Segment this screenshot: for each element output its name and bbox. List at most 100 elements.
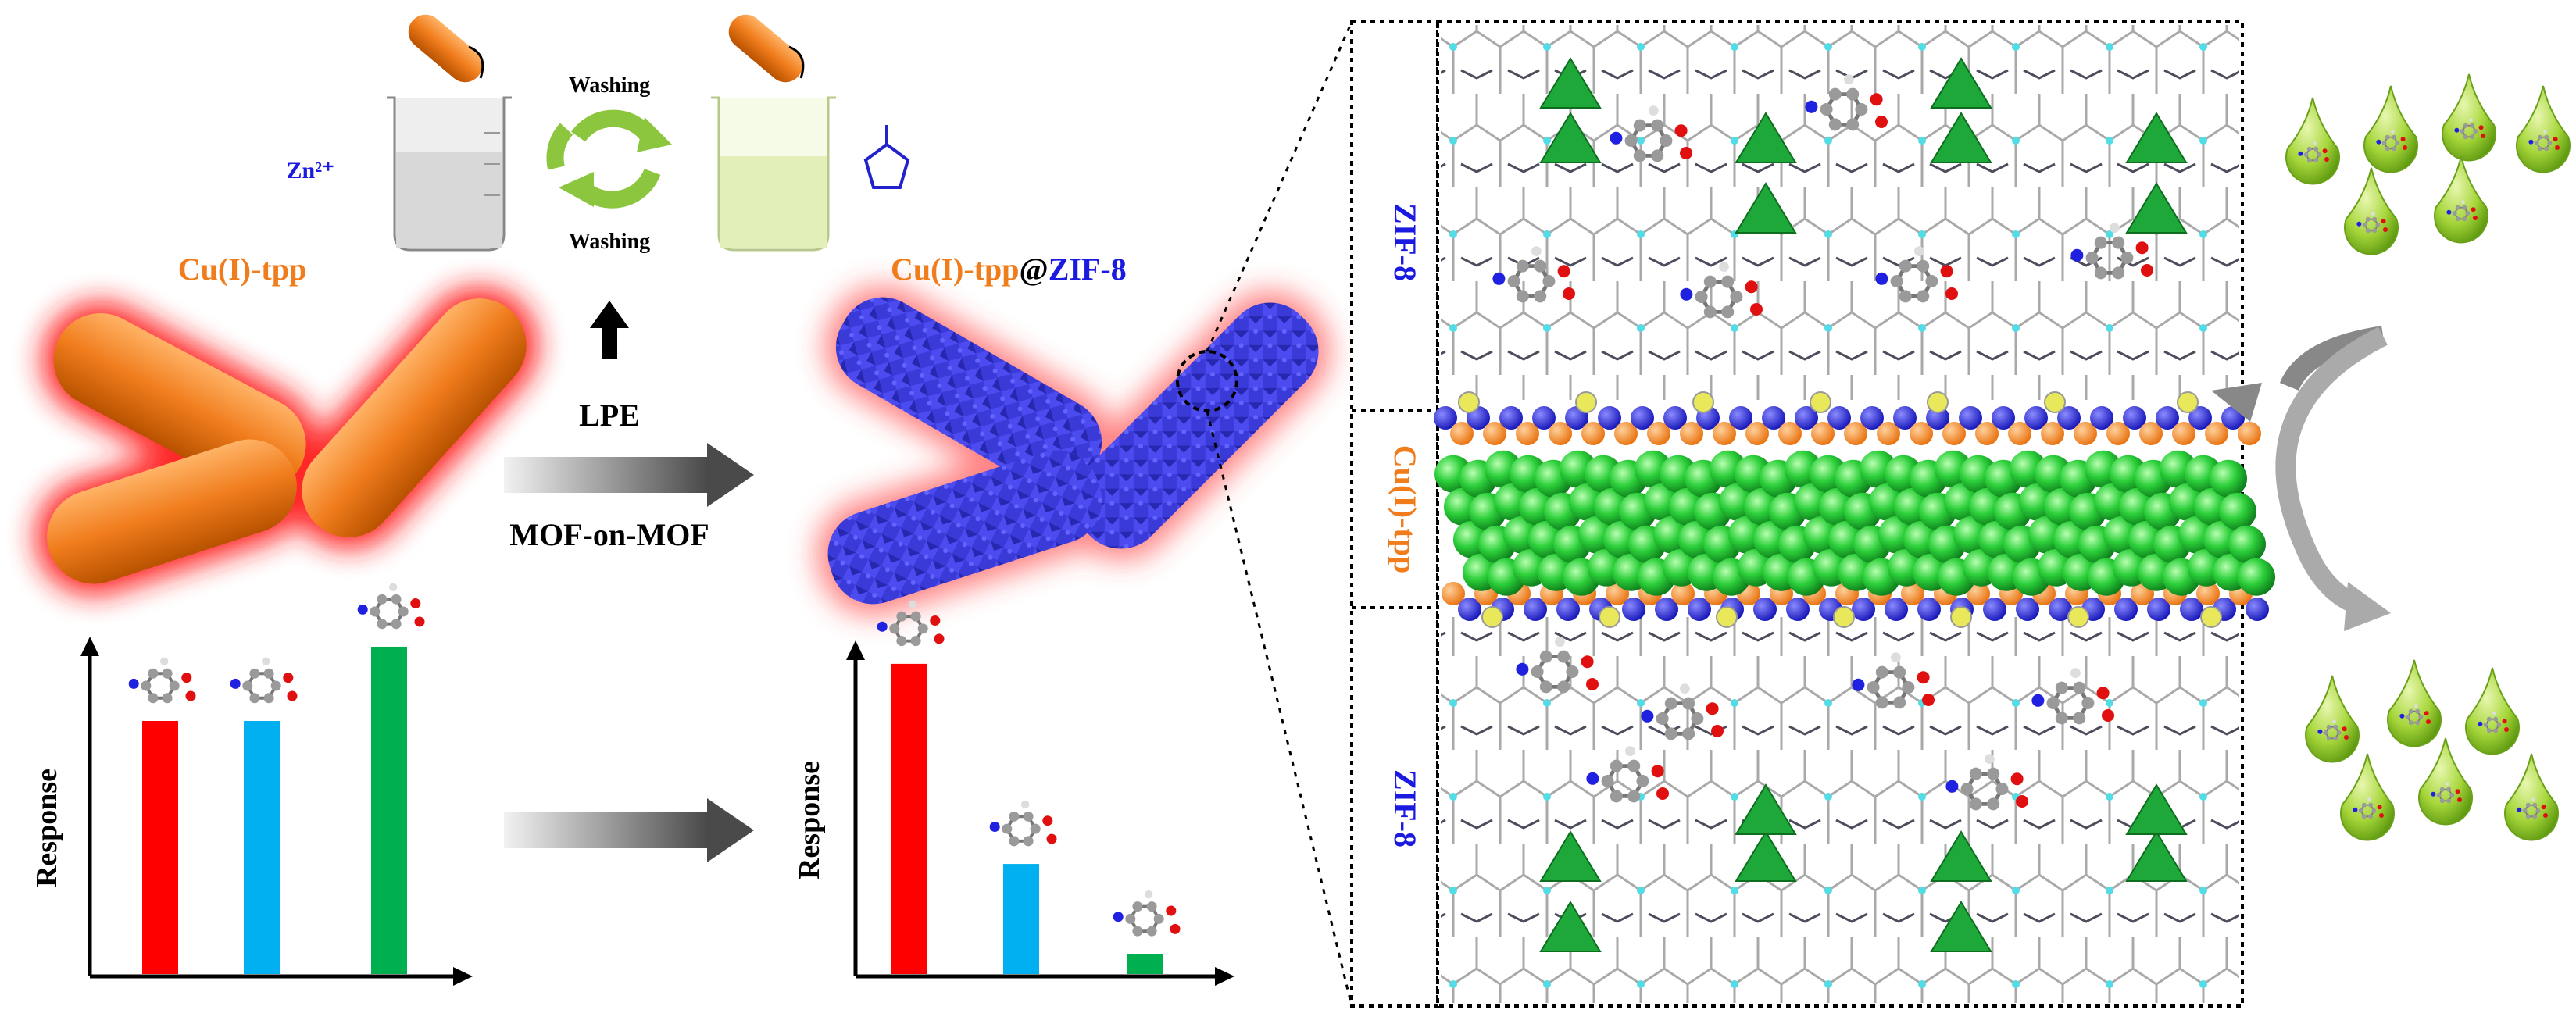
p-atom: [2200, 606, 2222, 628]
n-atom: [1688, 598, 1711, 621]
guest-molecule: [1516, 637, 1599, 694]
cu-atom: [1671, 582, 1695, 605]
n-atom: [1917, 598, 1941, 621]
zoom-lines: [1206, 21, 1353, 1007]
zn-tetrahedron: [1930, 112, 1992, 163]
cu-atom: [1942, 422, 1966, 445]
n-atom: [1762, 406, 1785, 430]
droplet-icon: [2442, 73, 2496, 162]
cu-tpp-zif8-rods: [816, 285, 1331, 616]
zn-tetrahedron: [1735, 783, 1797, 835]
washing-top-label: Washing: [569, 73, 650, 98]
beaker-linker-icon: [711, 14, 836, 252]
cu-atom: [1745, 422, 1769, 445]
material-after-at: @: [1019, 252, 1048, 287]
droplet-icon: [2418, 737, 2473, 826]
n-atom: [1885, 598, 1908, 621]
cu-atom: [2074, 422, 2097, 445]
cl-atom: [2219, 492, 2256, 530]
n-atom: [2090, 406, 2113, 430]
molecule-icon: [877, 600, 945, 647]
guest-molecule: [1875, 246, 1958, 303]
zn-tetrahedron: [1735, 112, 1797, 163]
n-atom: [1992, 406, 2015, 430]
response-arrow: [504, 798, 754, 862]
p-atom: [1950, 606, 1972, 628]
droplet-icon: [2434, 155, 2488, 244]
guest-molecule: [1945, 754, 2028, 811]
beaker-zn-icon: [387, 14, 512, 252]
droplet-icon: [2363, 85, 2418, 173]
droplets-bottom: [2305, 659, 2559, 841]
zn-tetrahedron: [2125, 182, 2188, 234]
n-atom: [2156, 406, 2179, 430]
droplet-icon: [2465, 667, 2520, 755]
guest-molecule: [1805, 74, 1888, 131]
n-atom: [2057, 406, 2081, 430]
label-column: [1350, 20, 1439, 1008]
n-atom: [1729, 406, 1752, 430]
p-atom: [2177, 391, 2199, 413]
n-atom: [1893, 406, 1917, 430]
up-arrow-icon: [590, 301, 629, 359]
guest-molecule: [2070, 223, 2153, 280]
cl-atom: [2210, 459, 2247, 498]
droplet-icon: [2344, 167, 2399, 255]
guest-molecule: [1852, 652, 1935, 709]
imidazole-icon: [863, 125, 910, 189]
n-atom: [1631, 406, 1654, 430]
p-atom: [1833, 606, 1855, 628]
cu-atom: [1877, 422, 1900, 445]
zn-tetrahedron: [1735, 830, 1797, 882]
n-atom: [2123, 406, 2146, 430]
bar-right-2: [1003, 864, 1039, 974]
n-atom: [2147, 598, 2170, 621]
guest-molecule: [1680, 262, 1763, 319]
cu-atom: [2106, 422, 2130, 445]
p-atom: [1927, 391, 1949, 413]
guest-molecule: [1610, 105, 1692, 162]
cu-atom: [2238, 422, 2261, 445]
zn-tetrahedron: [1930, 901, 1992, 952]
droplet-icon: [2387, 659, 2442, 747]
cl-atom: [2228, 525, 2266, 563]
n-atom: [1663, 406, 1687, 430]
n-atom: [1795, 406, 1818, 430]
molecule-icon: [989, 800, 1057, 847]
zn-tetrahedron: [1539, 830, 1602, 882]
cu-atom: [1844, 422, 1867, 445]
cu-atom: [1483, 422, 1506, 445]
cu-atom: [1901, 582, 1924, 605]
cu-tpp-rods: [35, 287, 538, 596]
n-atom: [1959, 406, 1982, 430]
ylabel-right: Response: [793, 761, 826, 879]
bar-right-1: [891, 663, 927, 974]
n-atom: [1458, 598, 1481, 621]
molecule-icon: [357, 583, 425, 630]
cu-atom: [2139, 422, 2163, 445]
droplet-icon: [2305, 675, 2360, 763]
response-chart-left: Response: [30, 583, 473, 986]
n-atom: [2180, 598, 2203, 621]
cu-atom: [1680, 422, 1703, 445]
molecule-icon: [1113, 890, 1181, 937]
n-atom: [1598, 406, 1621, 430]
p-atom: [1481, 606, 1503, 628]
n-atom: [2114, 598, 2138, 621]
n-atom: [2049, 598, 2072, 621]
molecule-icon: [230, 657, 298, 704]
bar-left-2: [244, 721, 280, 974]
n-atom: [1786, 598, 1810, 621]
cu-atom: [1713, 422, 1736, 445]
cu-atom: [1967, 582, 1990, 605]
n-atom: [1860, 406, 1884, 430]
cl-atom: [2238, 558, 2275, 596]
n-atom: [1556, 598, 1580, 621]
p-atom: [1575, 391, 1597, 413]
bar-left-3: [371, 646, 407, 974]
cu-atom: [1647, 422, 1670, 445]
zn-tetrahedron: [1930, 57, 1992, 109]
guest-molecule: [2031, 668, 2114, 725]
zn-tetrahedron: [2125, 830, 2188, 882]
